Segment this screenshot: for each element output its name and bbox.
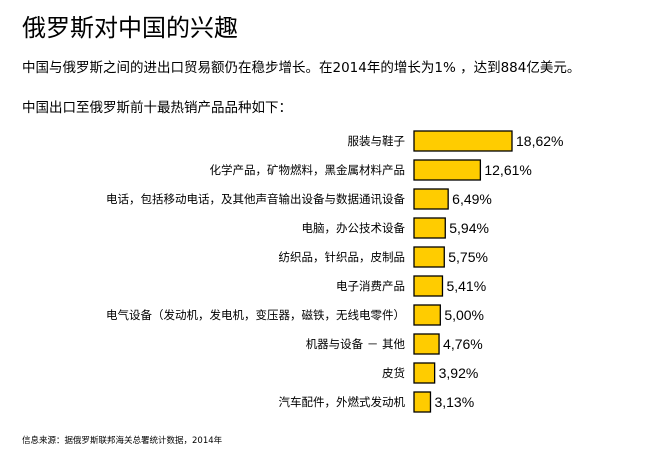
bar-4 <box>413 246 445 268</box>
category-label-4: 纺织品，针织品，皮制品 <box>279 250 406 264</box>
value-label-0: 18,62% <box>516 133 563 149</box>
category-label-1: 化学产品，矿物燃料，黑金属材料产品 <box>210 163 406 177</box>
intro-text: 中国与俄罗斯之间的进出口贸易额仍在稳步增长。在2014年的增长为1% ，达到88… <box>22 60 581 76</box>
category-label-2: 电话，包括移动电话，及其他声音输出设备与数据通讯设备 <box>106 192 405 206</box>
bar-0 <box>413 130 513 152</box>
category-label-9: 汽车配件，外燃式发动机 <box>279 395 406 409</box>
page-title: 俄罗斯对中国的兴趣 <box>22 14 238 42</box>
bar-7 <box>413 333 440 355</box>
value-label-4: 5,75% <box>448 249 488 265</box>
bar-6 <box>413 304 441 326</box>
bar-9 <box>413 391 432 413</box>
bar-1 <box>413 159 482 181</box>
value-label-3: 5,94% <box>449 220 489 236</box>
value-label-9: 3,13% <box>434 394 474 410</box>
category-label-3: 电脑，办公技术设备 <box>302 221 406 235</box>
category-label-5: 电子消费产品 <box>336 279 405 293</box>
bar-3 <box>413 217 446 239</box>
bar-2 <box>413 188 449 210</box>
value-label-1: 12,61% <box>484 162 531 178</box>
value-label-7: 4,76% <box>443 336 483 352</box>
category-label-7: 机器与设备 － 其他 <box>306 337 406 351</box>
category-label-6: 电气设备（发动机，发电机，变压器，磁铁，无线电零件） <box>106 308 405 322</box>
category-label-0: 服装与鞋子 <box>348 134 406 148</box>
category-label-8: 皮货 <box>382 366 405 380</box>
bar-5 <box>413 275 444 297</box>
chart-subtitle: 中国出口至俄罗斯前十最热销产品品种如下： <box>22 100 292 116</box>
value-label-5: 5,41% <box>446 278 486 294</box>
value-label-8: 3,92% <box>439 365 479 381</box>
source-note: 信息来源：据俄罗斯联邦海关总署统计数据，2014年 <box>22 436 223 446</box>
value-label-6: 5,00% <box>444 307 484 323</box>
value-label-2: 6,49% <box>452 191 492 207</box>
bar-8 <box>413 362 436 384</box>
